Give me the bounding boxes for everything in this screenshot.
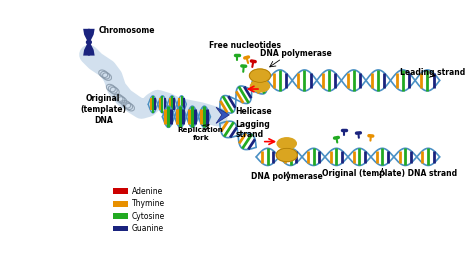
Text: Helicase: Helicase [235,106,272,115]
Text: Replication
fork: Replication fork [178,127,224,141]
FancyBboxPatch shape [113,188,128,194]
Text: Adenine: Adenine [132,187,163,196]
Polygon shape [83,44,91,56]
Text: Chromosome: Chromosome [99,26,155,35]
Polygon shape [87,44,95,56]
Text: Lagging
strand: Lagging strand [235,120,270,139]
Polygon shape [83,29,91,40]
Text: Original (template) DNA strand: Original (template) DNA strand [322,169,457,178]
Text: Original
(template)
DNA: Original (template) DNA [80,94,126,125]
Polygon shape [216,107,229,123]
Text: Cytosine: Cytosine [132,212,165,221]
Ellipse shape [250,80,270,92]
Text: Thymine: Thymine [132,199,165,208]
FancyBboxPatch shape [113,201,128,207]
Text: DNA polymerase: DNA polymerase [251,172,323,181]
FancyBboxPatch shape [113,226,128,231]
FancyBboxPatch shape [113,213,128,219]
Polygon shape [87,29,95,40]
Text: DNA polymerase: DNA polymerase [260,49,332,57]
Ellipse shape [249,69,271,82]
Ellipse shape [86,40,91,44]
Ellipse shape [276,148,297,162]
Text: Guanine: Guanine [132,224,164,233]
Text: Free nucleotides: Free nucleotides [209,41,281,50]
Text: Leading strand: Leading strand [400,68,465,77]
Ellipse shape [277,138,296,149]
